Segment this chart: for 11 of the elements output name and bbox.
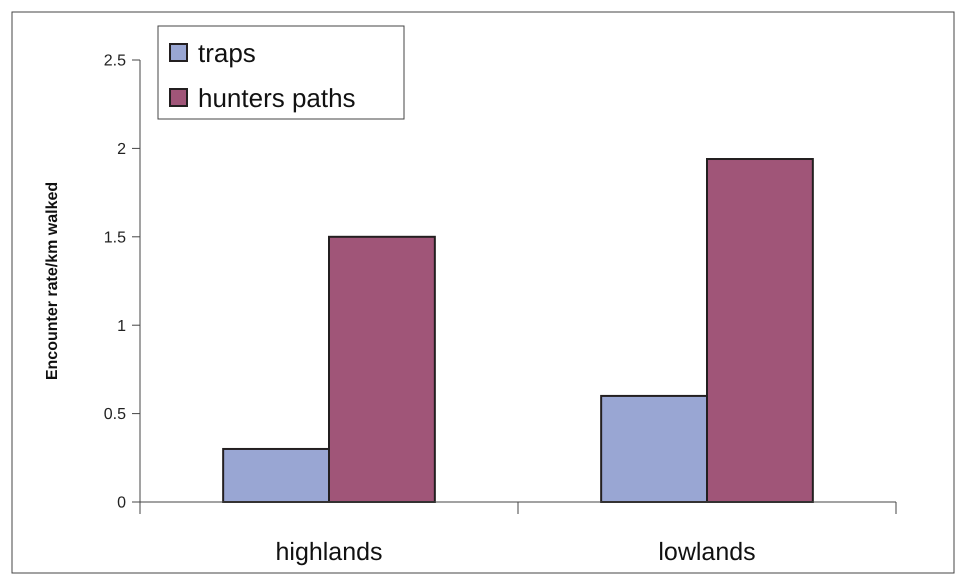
legend-label: hunters paths [198,83,356,114]
y-tick-label: 2 [117,141,126,158]
x-tick-label: lowlands [658,538,756,566]
y-tick-label: 2.5 [104,52,126,70]
y-tick-label: 0.5 [104,406,126,424]
legend-label: traps [198,38,256,68]
x-tick-label: highlands [275,538,383,566]
y-tick-label: 1.5 [104,229,126,246]
y-axis-title: Encounter rate/km walked [44,182,61,380]
y-tick-label: 0 [117,494,126,512]
y-tick-label: 1 [117,318,126,335]
